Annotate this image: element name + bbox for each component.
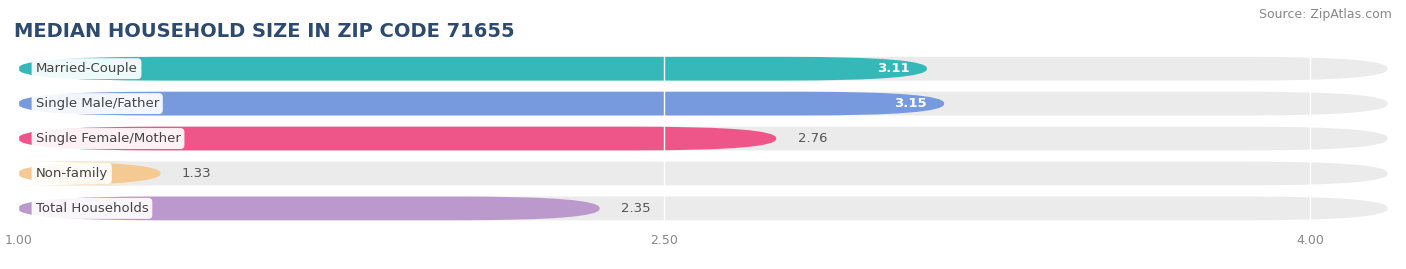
Text: Single Male/Father: Single Male/Father: [35, 97, 159, 110]
FancyBboxPatch shape: [18, 57, 927, 80]
FancyBboxPatch shape: [18, 197, 600, 220]
Text: 3.15: 3.15: [894, 97, 927, 110]
Text: MEDIAN HOUSEHOLD SIZE IN ZIP CODE 71655: MEDIAN HOUSEHOLD SIZE IN ZIP CODE 71655: [14, 22, 515, 41]
FancyBboxPatch shape: [18, 127, 776, 150]
Text: 1.33: 1.33: [181, 167, 212, 180]
Text: 3.11: 3.11: [877, 62, 910, 75]
Text: Source: ZipAtlas.com: Source: ZipAtlas.com: [1258, 8, 1392, 21]
FancyBboxPatch shape: [18, 127, 1388, 150]
FancyBboxPatch shape: [18, 162, 1388, 185]
Text: 2.76: 2.76: [797, 132, 827, 145]
FancyBboxPatch shape: [18, 92, 945, 115]
FancyBboxPatch shape: [18, 92, 1388, 115]
Text: 2.35: 2.35: [621, 202, 651, 215]
FancyBboxPatch shape: [18, 57, 1388, 80]
FancyBboxPatch shape: [18, 197, 1388, 220]
FancyBboxPatch shape: [18, 162, 160, 185]
Text: Total Households: Total Households: [35, 202, 149, 215]
Text: Married-Couple: Married-Couple: [35, 62, 138, 75]
Text: Single Female/Mother: Single Female/Mother: [35, 132, 180, 145]
Text: Non-family: Non-family: [35, 167, 108, 180]
